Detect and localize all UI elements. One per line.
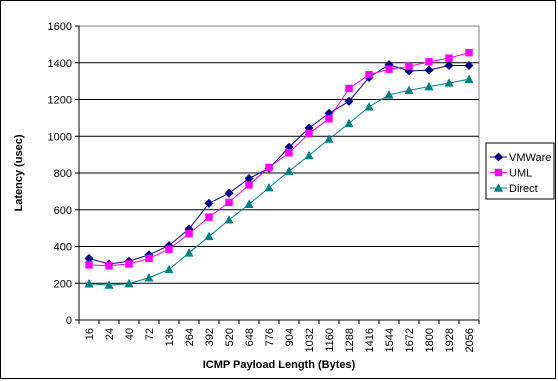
y-tick-label: 0: [66, 315, 72, 327]
data-point: [464, 74, 474, 83]
y-tick-label: 1000: [48, 131, 72, 143]
data-point: [425, 58, 433, 66]
y-tick-label: 400: [54, 242, 72, 254]
y-axis: 0 200 400 600 800 1000 1200 1400 1600: [48, 21, 479, 327]
data-point: [364, 102, 374, 111]
data-point: [105, 262, 113, 270]
data-point: [385, 65, 393, 73]
data-point: [164, 264, 174, 274]
x-tick-label: 904: [284, 328, 296, 346]
series-uml: [85, 48, 473, 270]
data-point: [245, 181, 253, 189]
legend-marker: [493, 152, 504, 162]
x-tick-label: 1032: [304, 328, 316, 352]
y-tick-label: 1400: [48, 58, 72, 70]
data-point: [444, 78, 454, 87]
x-tick-label: 1672: [404, 328, 416, 352]
x-tick-label: 1928: [444, 328, 456, 352]
x-tick-label: 1544: [384, 328, 396, 352]
y-tick-label: 1200: [48, 95, 72, 107]
data-point: [365, 70, 373, 79]
series-line-direct: [88, 78, 470, 286]
data-point: [324, 134, 334, 143]
data-point: [424, 81, 434, 91]
data-point: [125, 260, 133, 268]
data-point: [345, 84, 353, 93]
data-point: [244, 199, 254, 208]
x-axis-title: ICMP Payload Length (Bytes): [203, 359, 356, 371]
data-point: [224, 188, 234, 198]
data-point: [184, 248, 194, 257]
x-tick-label: 648: [244, 328, 256, 346]
legend-label: UML: [509, 168, 532, 180]
data-point: [304, 150, 314, 160]
data-point: [465, 48, 473, 57]
data-point: [384, 90, 394, 99]
x-tick-label: 1800: [424, 328, 436, 352]
x-axis: 16 24 40 72 136 264 392 520 648 776 904 1032 1160 128…: [78, 320, 480, 352]
data-point: [165, 245, 173, 253]
y-tick-label: 1600: [48, 21, 72, 33]
data-point: [285, 149, 293, 157]
data-point: [344, 118, 354, 128]
data-point: [325, 115, 333, 123]
data-point: [305, 129, 313, 138]
data-point: [284, 166, 294, 175]
data-point: [85, 261, 93, 269]
data-point: [405, 62, 413, 71]
data-point: [265, 163, 273, 172]
series-group: [84, 48, 474, 289]
data-point: [124, 278, 134, 288]
x-tick-label: 1288: [344, 328, 356, 352]
data-point: [104, 280, 114, 289]
x-tick-label: 520: [224, 328, 236, 346]
data-point: [145, 254, 153, 263]
legend: VMWare UML Direct: [485, 142, 555, 200]
data-point: [464, 60, 474, 71]
legend-label: Direct: [509, 183, 538, 195]
x-tick-label: 16: [84, 328, 96, 340]
x-tick-label: 1416: [364, 328, 376, 352]
data-point: [225, 198, 233, 207]
data-point: [404, 85, 414, 95]
data-point: [84, 279, 94, 288]
x-tick-label: 136: [164, 328, 176, 346]
series-direct: [84, 74, 474, 289]
x-tick-label: 392: [204, 328, 216, 346]
data-point: [444, 60, 454, 71]
x-tick-label: 2056: [464, 328, 476, 352]
y-axis-title: Latency (usec): [13, 134, 25, 211]
x-tick-label: 776: [264, 328, 276, 346]
x-tick-label: 72: [144, 328, 156, 340]
legend-marker: [493, 183, 504, 192]
y-tick-label: 600: [54, 205, 72, 217]
data-point: [445, 54, 453, 62]
data-point: [264, 182, 274, 192]
x-tick-label: 264: [184, 328, 196, 346]
data-point: [205, 213, 213, 221]
legend-label: VMWare: [509, 152, 551, 164]
data-point: [144, 272, 154, 282]
y-tick-label: 200: [54, 278, 72, 290]
data-point: [224, 215, 234, 224]
data-point: [424, 65, 434, 75]
x-tick-label: 40: [124, 328, 136, 340]
data-point: [185, 229, 193, 238]
legend-marker: [494, 168, 503, 177]
data-point: [204, 231, 214, 241]
x-tick-label: 24: [104, 328, 116, 340]
data-point: [204, 198, 214, 208]
y-tick-label: 800: [54, 168, 72, 180]
data-point: [344, 96, 354, 106]
x-tick-label: 1160: [324, 328, 336, 352]
